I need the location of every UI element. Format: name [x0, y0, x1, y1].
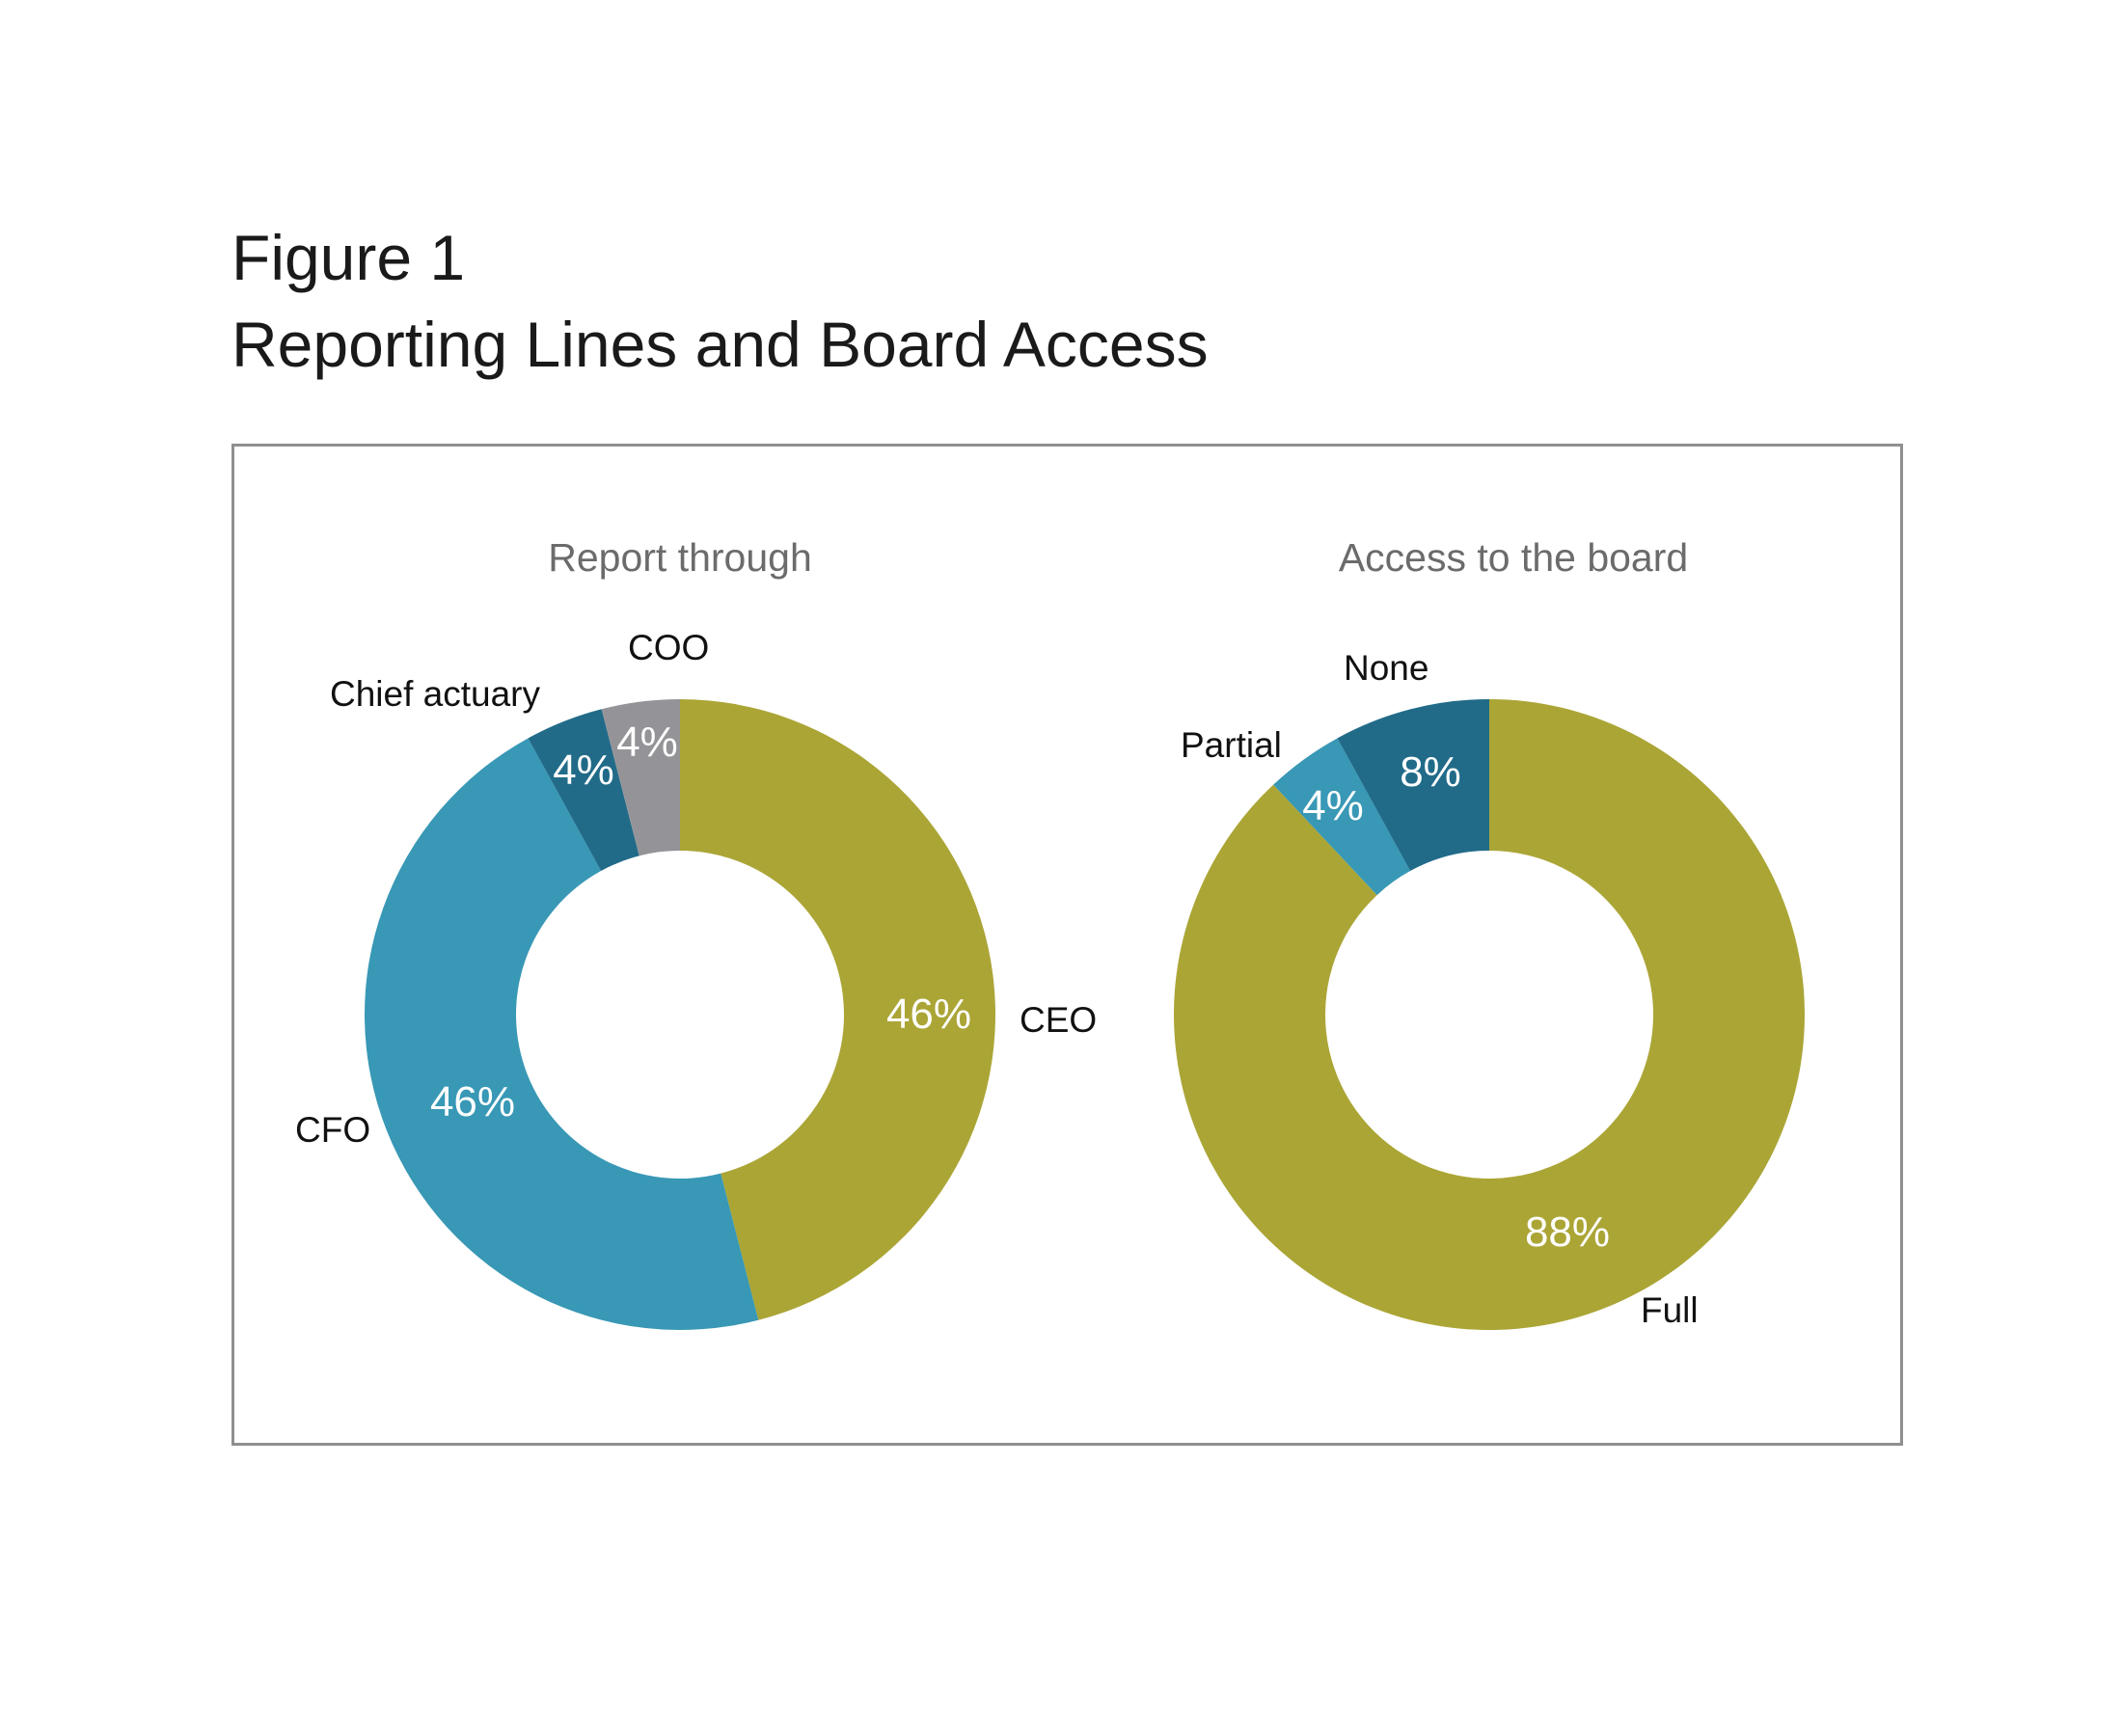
category-label-cfo: CFO	[295, 1110, 370, 1150]
value-label-cfo: 46%	[430, 1078, 515, 1126]
category-label-none: None	[1344, 648, 1428, 688]
value-label-ceo: 46%	[886, 990, 971, 1038]
value-label-coo: 4%	[616, 719, 678, 766]
value-label-chief-actuary: 4%	[553, 746, 614, 794]
chart-title-access-to-board: Access to the board	[1339, 535, 1688, 580]
value-label-none: 8%	[1400, 748, 1461, 796]
category-label-coo: COO	[628, 628, 709, 667]
value-label-full: 88%	[1525, 1208, 1610, 1256]
category-label-partial: Partial	[1181, 725, 1282, 765]
slice-coo	[601, 699, 680, 856]
slice-none	[1337, 699, 1489, 872]
slice-ceo	[680, 699, 995, 1320]
figure-title: Figure 1 Reporting Lines and Board Acces…	[231, 214, 1209, 388]
category-label-full: Full	[1641, 1290, 1699, 1330]
value-label-partial: 4%	[1302, 782, 1364, 829]
chart-title-report-through: Report through	[548, 535, 812, 580]
donut-chart-report-through: Report through 46% 46% 4% 4% CEO CFO Chi…	[295, 535, 1097, 1331]
slice-chief-actuary	[528, 709, 639, 872]
slice-full	[1174, 698, 1806, 1330]
category-label-chief-actuary: Chief actuary	[330, 674, 540, 714]
chart-frame	[231, 444, 1903, 1446]
category-label-ceo: CEO	[1020, 1000, 1097, 1040]
donut-chart-access-to-board: Access to the board 88% 4% 8% Full Parti…	[1174, 535, 1806, 1330]
figure-number: Figure 1	[231, 222, 466, 293]
slice-partial	[1273, 738, 1411, 896]
slice-cfo	[365, 738, 759, 1331]
figure-caption: Reporting Lines and Board Access	[231, 309, 1209, 380]
